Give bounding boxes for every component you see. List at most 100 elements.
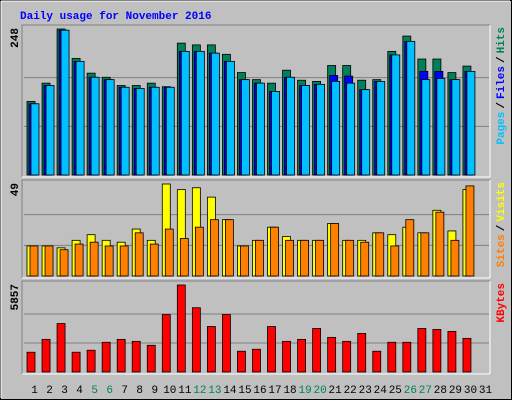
bar: [56, 323, 66, 373]
bar: [421, 79, 431, 176]
bar: [402, 341, 412, 373]
x-tick-label: 27: [419, 385, 432, 397]
bar: [176, 284, 186, 373]
x-tick-label: 5: [91, 385, 98, 397]
bar: [330, 223, 340, 277]
bar: [285, 239, 294, 277]
bar: [375, 232, 385, 277]
bar: [420, 232, 430, 277]
x-tick-label: 16: [253, 385, 266, 397]
bar: [360, 241, 370, 277]
x-tick-label: 7: [121, 385, 128, 397]
bar: [161, 314, 171, 373]
bar: [300, 239, 309, 277]
bar: [315, 239, 325, 277]
x-tick-label: 21: [329, 385, 343, 397]
legend-separator: /: [496, 56, 508, 63]
x-tick-label: 10: [163, 385, 176, 397]
bar: [387, 341, 397, 373]
legend-entry: Pages: [496, 112, 508, 145]
legend: Pages / Files / Hits: [496, 27, 508, 145]
bar: [131, 340, 141, 373]
x-tick-label: 25: [389, 385, 402, 397]
bar: [116, 338, 126, 373]
bar: [282, 340, 291, 373]
bar: [195, 50, 205, 176]
bar: [135, 88, 145, 176]
x-tick-label: 28: [434, 385, 447, 397]
bar: [267, 326, 276, 373]
bar: [432, 329, 442, 373]
bar: [74, 243, 84, 277]
bar: [451, 79, 461, 176]
bar: [210, 52, 220, 176]
legend-entry: Hits: [496, 27, 508, 53]
bar: [346, 82, 356, 176]
bar: [357, 333, 367, 373]
bar: [59, 249, 69, 277]
y-tick-label: 5857: [10, 284, 22, 310]
bar: [60, 29, 70, 176]
bar: [406, 40, 416, 176]
legend-entry: Files: [496, 66, 508, 99]
bar: [86, 349, 96, 373]
x-tick-label: 3: [61, 385, 68, 397]
bar: [120, 86, 130, 176]
x-tick-label: 4: [76, 385, 83, 397]
bar: [149, 243, 159, 277]
bar: [101, 341, 111, 373]
legend: Sites / Visits: [496, 182, 508, 267]
x-tick-label: 6: [106, 385, 113, 397]
bar: [45, 85, 55, 176]
bar: [447, 331, 457, 373]
x-tick-label: 14: [223, 385, 237, 397]
x-tick-label: 19: [298, 385, 311, 397]
legend-separator: /: [496, 102, 508, 109]
x-tick-label: 18: [283, 385, 296, 397]
bar: [316, 83, 326, 176]
bar: [390, 245, 400, 277]
bar: [71, 351, 81, 373]
bar: [417, 328, 427, 373]
bar: [226, 60, 235, 176]
legend-separator: /: [496, 224, 508, 231]
bar: [150, 86, 160, 176]
x-tick-label: 13: [208, 385, 221, 397]
chart-title: Daily usage for November 2016: [20, 11, 211, 23]
bar: [222, 314, 231, 373]
bar: [450, 239, 460, 277]
bar: [225, 219, 234, 277]
bar: [240, 245, 249, 277]
bar: [119, 245, 129, 277]
bar: [146, 344, 156, 373]
bar: [255, 239, 264, 277]
x-tick-label: 17: [268, 385, 281, 397]
bar: [105, 79, 115, 176]
bar: [44, 245, 54, 277]
bar: [237, 350, 246, 373]
legend-entry: Sites: [496, 234, 508, 267]
bar: [90, 76, 100, 176]
x-tick-label: 1: [31, 385, 38, 397]
legend-entry: KBytes: [496, 283, 508, 323]
bar: [286, 76, 295, 176]
bar: [180, 50, 190, 176]
x-tick-label: 2: [46, 385, 53, 397]
bar: [256, 82, 265, 176]
bar: [327, 336, 337, 373]
y-tick-label: 49: [10, 183, 22, 196]
bar: [462, 337, 472, 373]
bar: [435, 211, 445, 277]
x-tick-label: 23: [359, 385, 372, 397]
x-tick-label: 26: [404, 385, 417, 397]
bar: [466, 70, 476, 176]
x-tick-label: 8: [136, 385, 143, 397]
x-tick-label: 29: [449, 385, 462, 397]
bar: [372, 350, 382, 373]
bar: [134, 232, 144, 277]
bar: [29, 245, 39, 277]
bar: [241, 79, 250, 176]
bar: [30, 103, 40, 176]
legend-entry: Visits: [496, 182, 508, 222]
